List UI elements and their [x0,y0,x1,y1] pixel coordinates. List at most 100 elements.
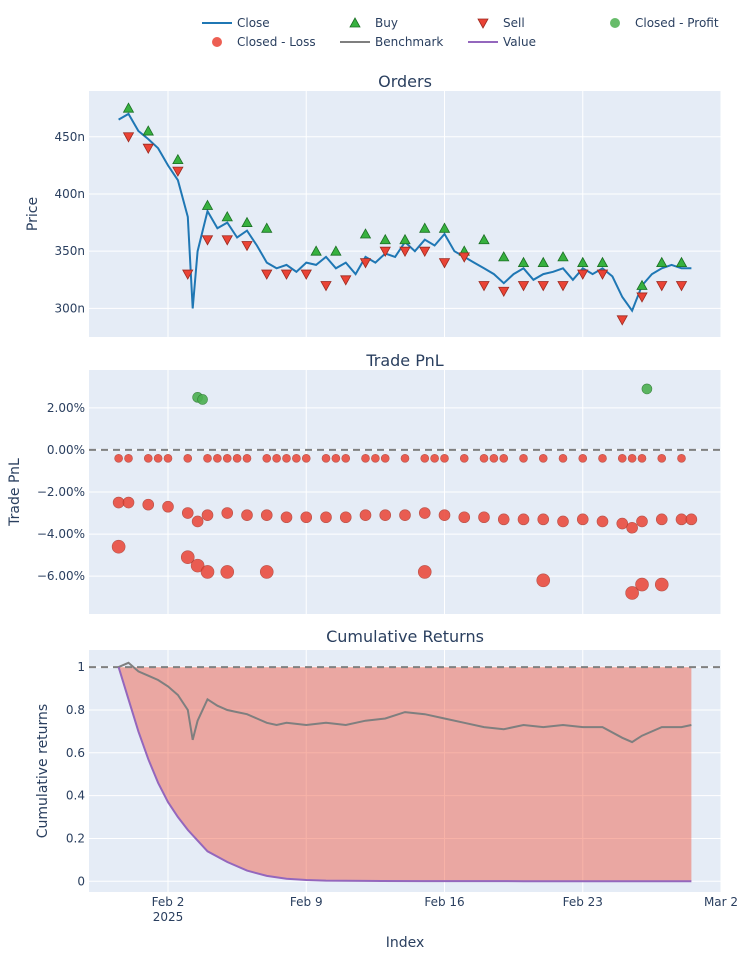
buy-marker [438,222,451,233]
legend-item: Buy [349,16,398,30]
loss-marker [596,515,609,528]
loss-marker [114,454,123,463]
loss-marker [538,454,548,463]
sell-marker [320,281,332,292]
close-line [118,112,692,313]
loss-marker [537,513,550,526]
loss-marker [558,454,568,463]
loss-marker [379,509,392,521]
loss-marker [459,454,469,463]
sell-marker [458,252,470,263]
loss-marker [162,500,174,513]
loss-marker [181,507,194,519]
loss-marker [636,515,648,528]
sell-marker [182,269,194,280]
buy-marker [201,199,214,210]
loss-marker [400,454,410,463]
legend: Close Buy Sell Closed - Profit Closed - Loss… [202,16,719,49]
buy-marker [261,222,273,233]
legend-item: Closed - Loss [212,35,316,49]
loss-marker [111,539,126,554]
loss-marker [321,454,331,463]
loss-marker [499,454,509,463]
buy-marker [636,279,648,290]
loss-marker [272,454,281,463]
sell-marker [359,258,372,269]
loss-marker [438,509,451,521]
legend-label: Closed - Loss [237,35,316,49]
sell-marker [261,269,273,280]
y-tick-label: 350n [54,244,85,258]
loss-marker [479,454,489,463]
sell-marker [419,246,431,258]
sell-marker [557,281,569,292]
y-axis-label: Price [25,197,41,231]
loss-marker [222,454,232,463]
buy-marker [656,256,668,268]
buy-marker [142,125,154,136]
loss-marker [657,454,667,463]
loss-marker [201,509,214,521]
loss-marker [399,509,411,521]
sell-marker [577,269,589,280]
y-tick-label: 0.4 [66,789,85,803]
loss-marker [637,454,647,463]
buy-marker [517,256,530,268]
sell-marker [241,241,253,252]
buy-marker [498,251,510,262]
loss-marker [122,496,135,509]
circle-icon [610,18,620,28]
x-tick-label: Feb 2 [152,895,185,909]
plot-area [89,383,721,600]
loss-marker [430,454,439,463]
sell-marker [537,281,549,292]
x-tick-sublabel: 2025 [153,910,184,924]
loss-marker [142,498,155,511]
loss-marker [654,577,669,592]
panel-title: Trade PnL [365,351,443,370]
loss-marker [675,513,688,526]
buy-marker [596,256,609,268]
panel-orders: 300n 350n 400n 450n Orders Price [25,72,722,337]
y-tick-label: 450n [54,130,85,144]
buy-marker [122,102,135,113]
buy-marker [221,211,233,222]
y-tick-label: 0.2 [66,831,85,845]
loss-marker [578,454,588,463]
loss-marker [232,454,242,463]
y-tick-label: 400n [54,187,85,201]
legend-label: Benchmark [375,35,443,49]
benchmark-line [118,661,692,744]
loss-marker [489,454,499,463]
loss-marker [300,511,313,524]
sell-marker [636,292,648,303]
sell-marker [675,281,688,292]
loss-marker [627,454,637,463]
loss-marker [153,454,163,463]
panel-trade-pnl: 2.00% 0.00% −2.00% −4.00% −6.00% Trade PnL Tra… [7,351,722,614]
loss-marker [655,513,668,526]
x-tick-label: Feb 16 [424,895,464,909]
loss-marker [260,509,273,521]
loss-marker [262,454,272,463]
loss-marker [190,558,205,573]
sell-marker [221,235,233,246]
loss-marker [163,454,173,463]
y-tick-label: 300n [54,301,85,315]
loss-marker [417,565,432,579]
loss-marker [576,513,589,526]
buy-marker [419,222,431,233]
legend-item: Benchmark [340,35,443,49]
x-tick-label: Feb 23 [563,895,603,909]
y-axis-label: Cumulative returns [35,704,51,838]
triangle-up-icon [349,17,361,28]
legend-label: Buy [375,16,398,30]
loss-marker [259,565,274,579]
loss-marker [478,511,490,524]
loss-marker [536,573,551,588]
loss-marker [616,517,629,530]
loss-marker [112,496,125,509]
loss-marker [242,454,252,463]
loss-marker [685,513,698,526]
